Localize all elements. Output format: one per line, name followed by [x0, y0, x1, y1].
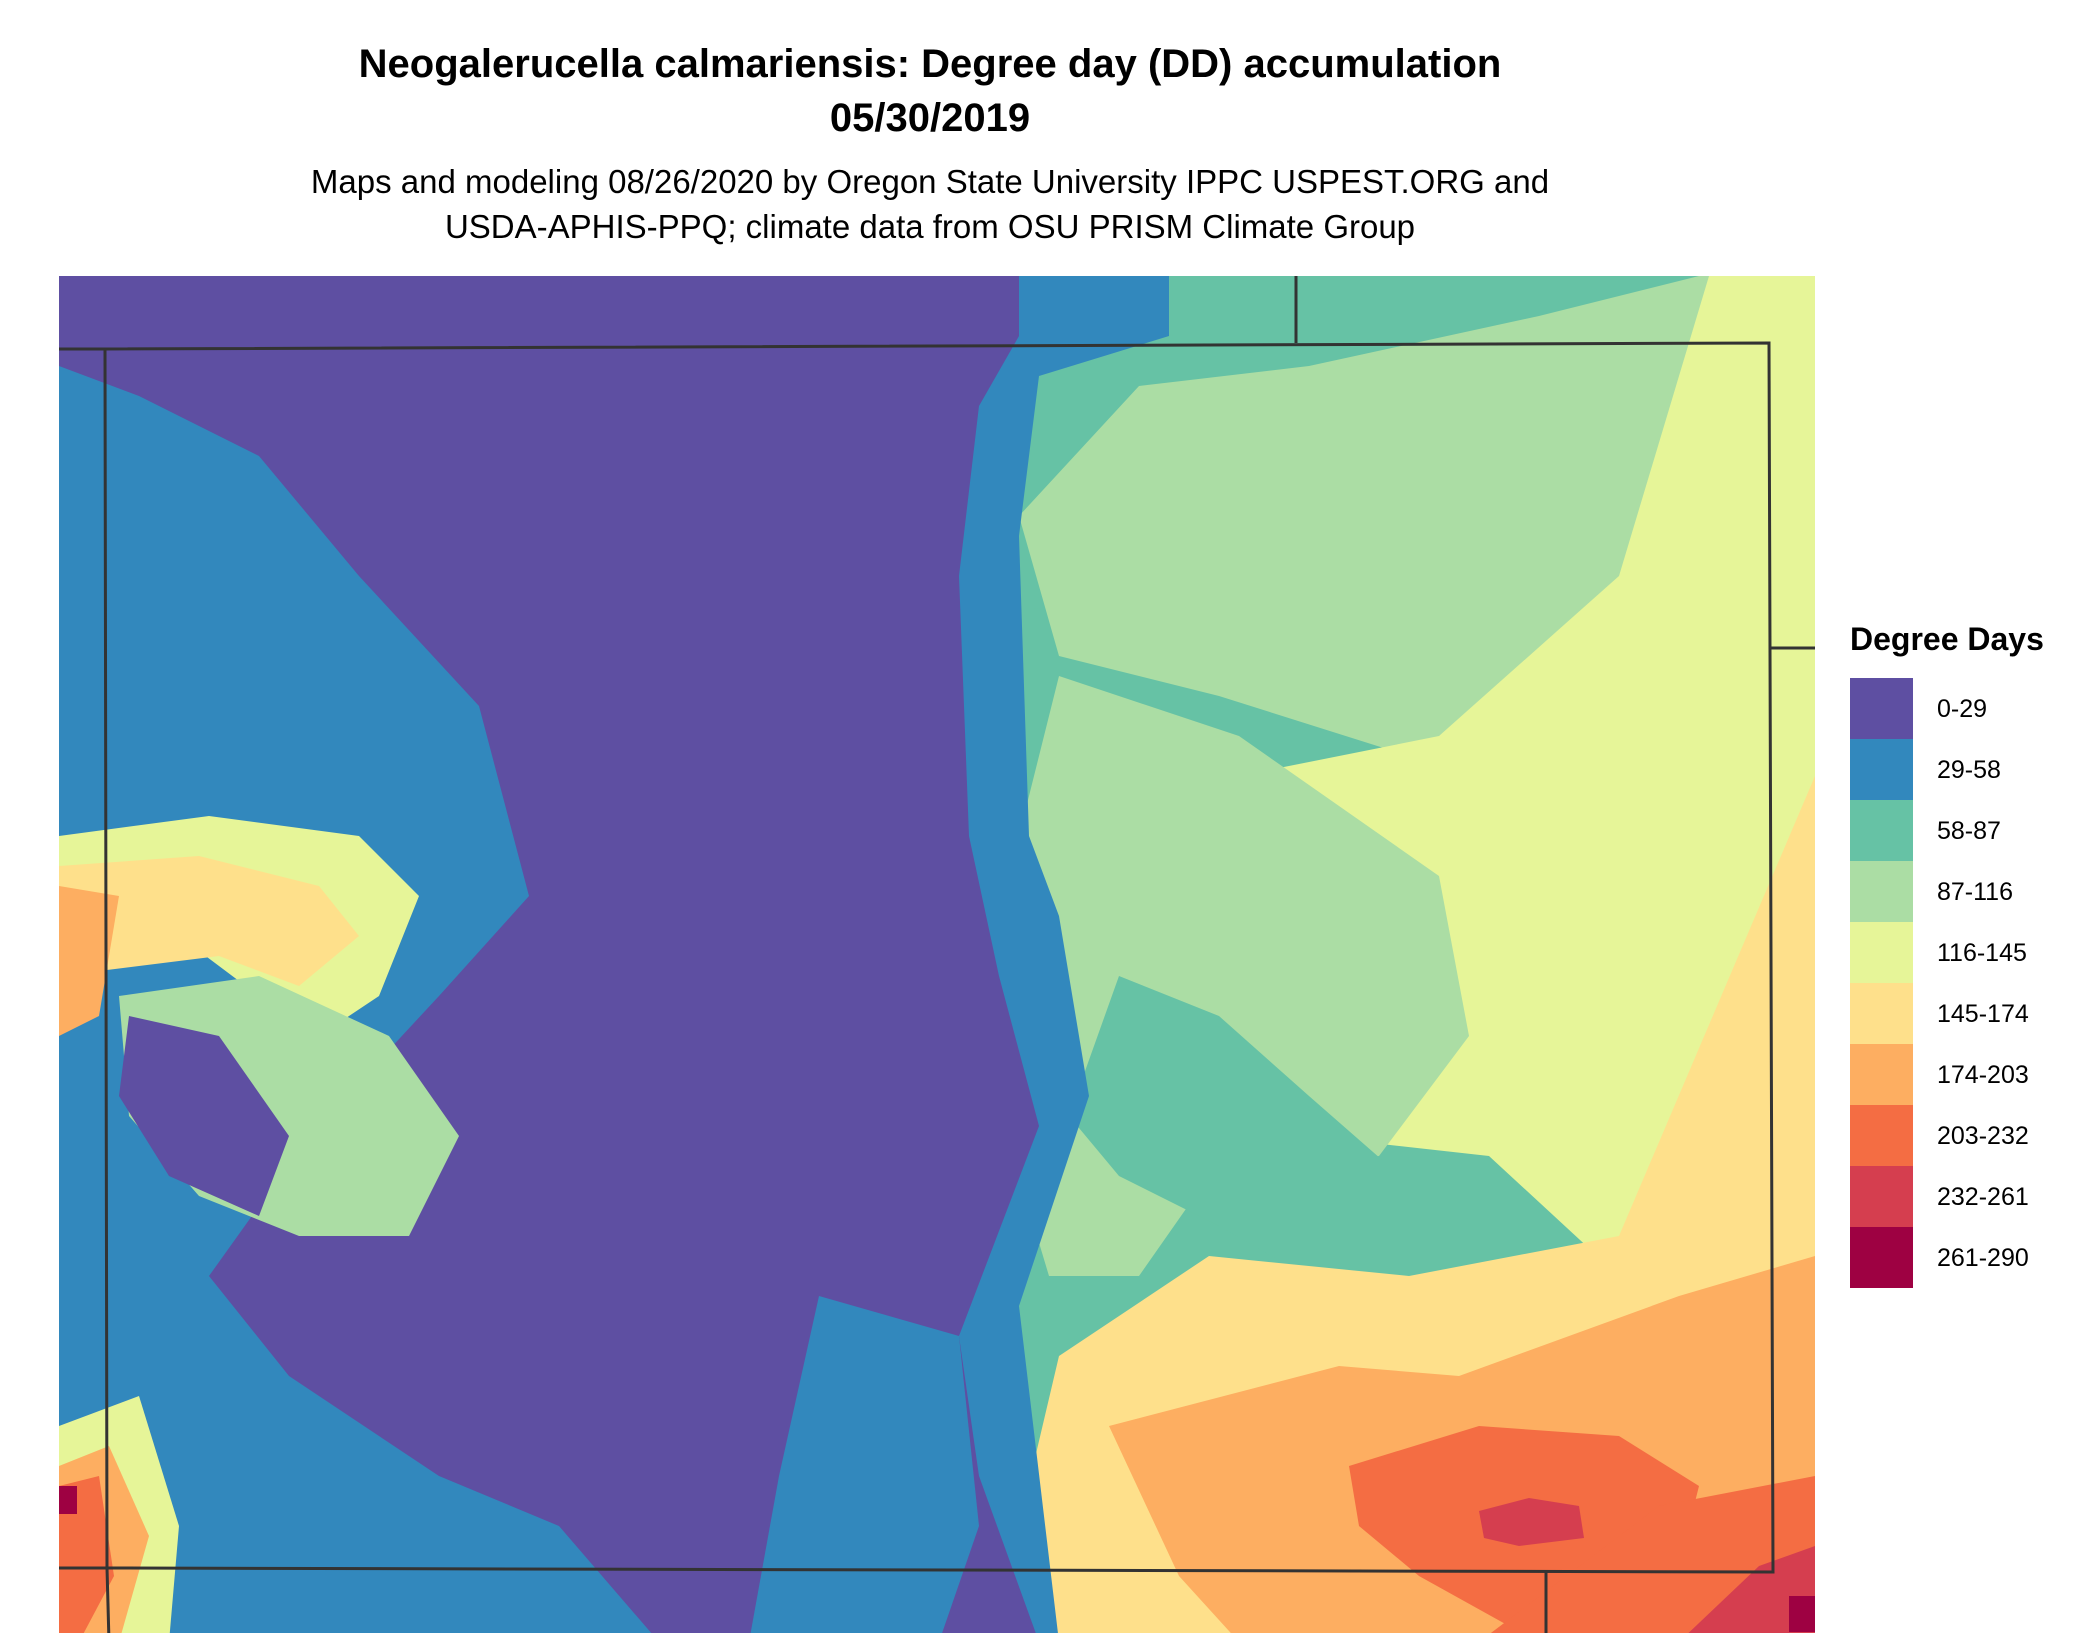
map-title: Neogalerucella calmariensis: Degree day …: [358, 42, 1502, 86]
legend-item: 58-87: [1850, 800, 2090, 861]
legend-item: 174-203: [1850, 1044, 2090, 1105]
legend-swatch: [1850, 1166, 1913, 1227]
map-subtitle-line1: Maps and modeling 08/26/2020 by Oregon S…: [310, 163, 1550, 200]
legend-label: 58-87: [1937, 816, 2001, 845]
legend-label: 116-145: [1937, 938, 2027, 967]
degree-day-map: [59, 276, 1815, 1633]
legend-label: 0-29: [1937, 694, 1988, 723]
legend-swatch: [1850, 1044, 1913, 1105]
map-subtitle-line2: USDA-APHIS-PPQ; climate data from OSU PR…: [444, 208, 1416, 245]
zone-0-29-northwest: [59, 276, 1039, 1633]
legend-swatch: [1850, 983, 1913, 1044]
degree-day-raster: [59, 276, 1815, 1633]
zone-232-261-corner: [1688, 1546, 1815, 1633]
legend-swatch: [1850, 678, 1913, 739]
legend-item: 232-261: [1850, 1166, 2090, 1227]
legend-item: 87-116: [1850, 861, 2090, 922]
legend-item: 29-58: [1850, 739, 2090, 800]
legend-item: 116-145: [1850, 922, 2090, 983]
zone-261-290-corner: [1789, 1596, 1815, 1632]
legend-label: 203-232: [1937, 1121, 2029, 1150]
legend-item: 261-290: [1850, 1227, 2090, 1288]
legend-item: 203-232: [1850, 1105, 2090, 1166]
legend-swatch: [1850, 861, 1913, 922]
degree-day-legend: Degree Days 0-29 29-58 58-87 87-116 116-145 1…: [1850, 620, 2090, 1288]
zone-145-174-west: [59, 856, 359, 986]
zone-174-203-west-edge: [59, 886, 119, 1036]
legend-items: 0-29 29-58 58-87 87-116 116-145 145-174 174-20…: [1850, 678, 2090, 1288]
legend-label: 29-58: [1937, 755, 2001, 784]
zone-0-29-western-basin: [119, 1016, 289, 1216]
legend-swatch: [1850, 1105, 1913, 1166]
legend-title: Degree Days: [1850, 621, 2044, 657]
map-date: 05/30/2019: [829, 96, 1031, 140]
legend-swatch: [1850, 922, 1913, 983]
wyoming-border: [103, 341, 1775, 1574]
legend-label: 145-174: [1937, 999, 2029, 1028]
border-southwest-ut: [105, 1567, 111, 1633]
legend-swatch: [1850, 800, 1913, 861]
zone-232-261-spot: [1479, 1498, 1584, 1546]
legend-item: 145-174: [1850, 983, 2090, 1044]
zone-29-58-south-valley: [750, 1296, 979, 1633]
legend-item: 0-29: [1850, 678, 2090, 739]
legend-label: 232-261: [1937, 1182, 2029, 1211]
legend-label: 87-116: [1937, 877, 2013, 906]
legend-label: 261-290: [1937, 1243, 2029, 1272]
zone-58-87-central: [1069, 976, 1389, 1266]
legend-label: 174-203: [1937, 1060, 2029, 1089]
zone-261-290-west-spot: [59, 1486, 77, 1514]
zone-203-232-southwest: [59, 1476, 114, 1633]
legend-swatch: [1850, 739, 1913, 800]
legend-swatch: [1850, 1227, 1913, 1288]
